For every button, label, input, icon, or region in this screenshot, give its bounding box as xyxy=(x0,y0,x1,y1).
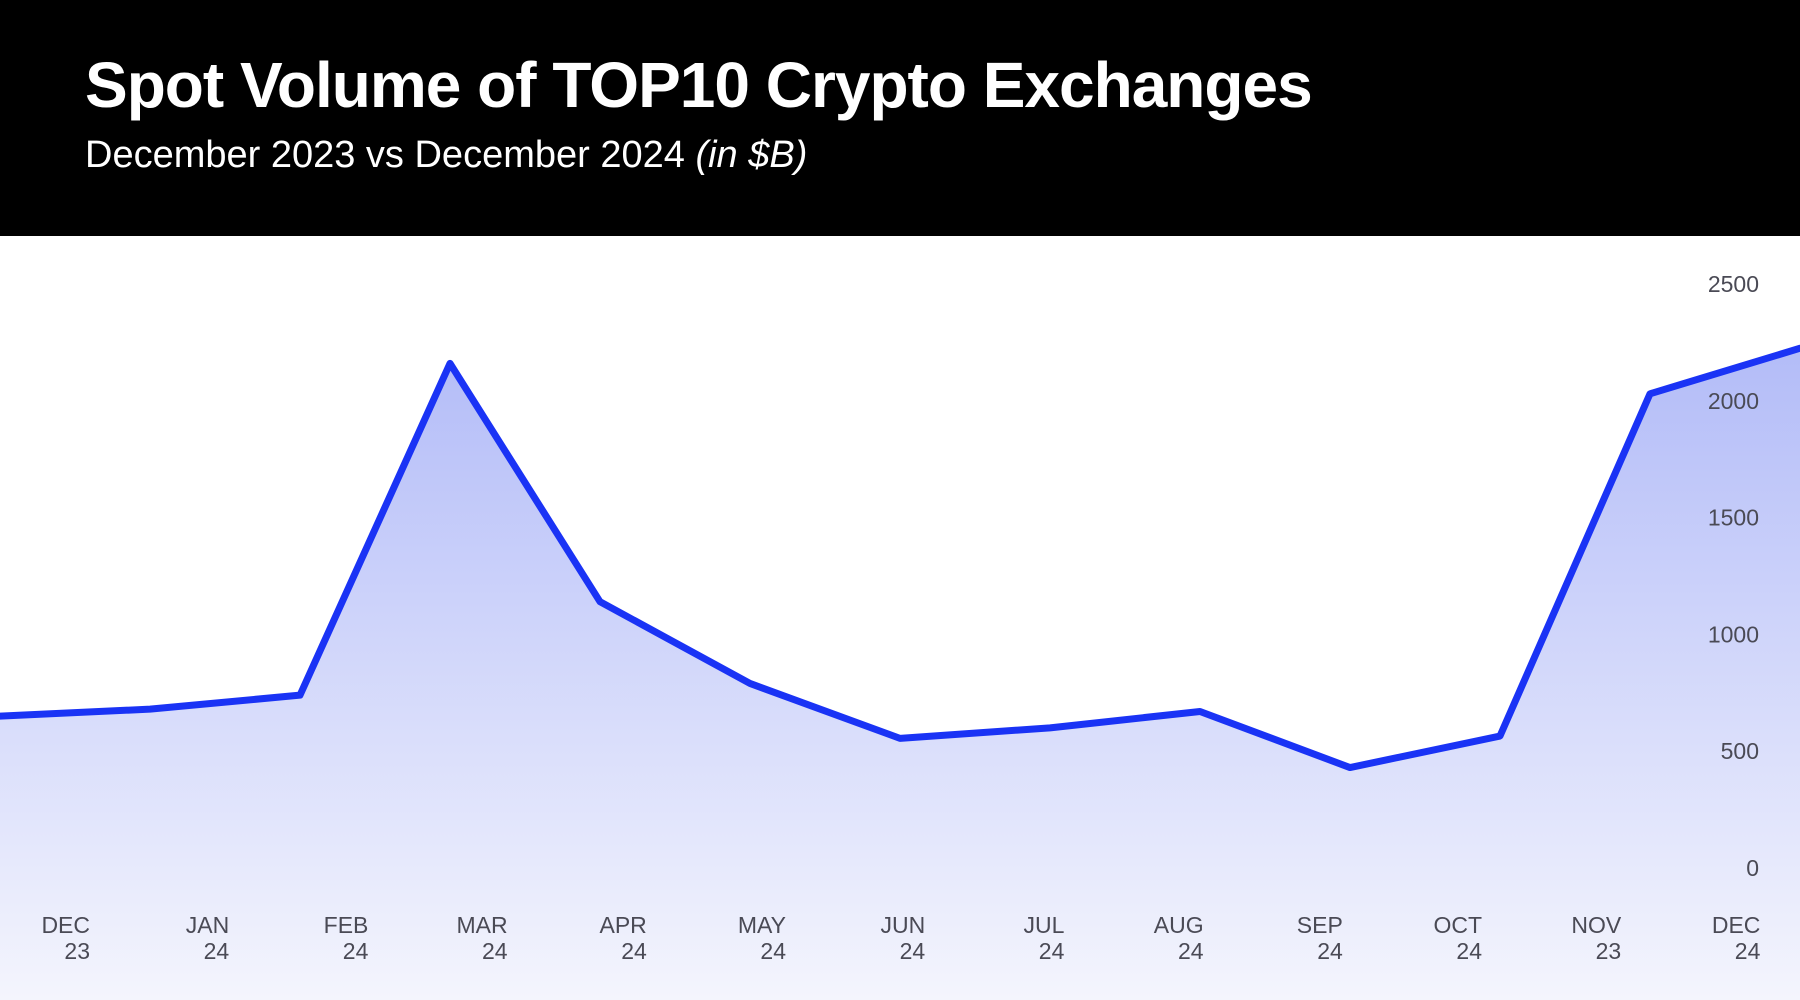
x-tick-label-month: DEC xyxy=(41,912,90,938)
x-tick-label-year: 24 xyxy=(760,938,786,964)
x-tick-label-month: DEC xyxy=(1712,912,1761,938)
x-tick-label-month: AUG xyxy=(1154,912,1204,938)
x-tick-label-year: 24 xyxy=(1178,938,1204,964)
x-tick-label-month: NOV xyxy=(1571,912,1622,938)
x-tick-label-year: 24 xyxy=(900,938,926,964)
x-tick-label-month: MAY xyxy=(738,912,786,938)
x-tick-label-year: 23 xyxy=(1596,938,1622,964)
x-tick-label-year: 24 xyxy=(1039,938,1065,964)
x-tick-label-month: APR xyxy=(600,912,647,938)
x-tick-label-year: 24 xyxy=(621,938,647,964)
x-tick-label-year: 24 xyxy=(1735,938,1761,964)
x-tick-label-month: JAN xyxy=(186,912,229,938)
y-tick-label: 2000 xyxy=(1708,388,1759,414)
x-tick-label-month: JUN xyxy=(880,912,925,938)
chart-title: Spot Volume of TOP10 Crypto Exchanges xyxy=(85,49,1313,121)
header-banner: Spot Volume of TOP10 Crypto Exchanges De… xyxy=(0,0,1800,236)
y-tick-label: 1500 xyxy=(1708,505,1759,531)
x-tick-label-year: 24 xyxy=(343,938,369,964)
subtitle-unit: (in $B) xyxy=(695,134,808,176)
x-tick-label-month: JUL xyxy=(1023,912,1064,938)
x-tick-label-year: 24 xyxy=(204,938,230,964)
x-tick-label-month: FEB xyxy=(324,912,369,938)
x-tick-label-year: 24 xyxy=(1317,938,1343,964)
x-tick-label-year: 24 xyxy=(482,938,508,964)
x-tick-label-month: OCT xyxy=(1433,912,1482,938)
x-tick-label-month: MAR xyxy=(456,912,507,938)
y-tick-label: 0 xyxy=(1746,855,1759,881)
subtitle-text: December 2023 vs December 2024 xyxy=(85,134,685,176)
chart-subtitle: December 2023 vs December 2024 (in $B) xyxy=(85,134,807,177)
y-tick-label: 500 xyxy=(1721,738,1759,764)
area-fill xyxy=(0,348,1800,1000)
x-tick-label-year: 23 xyxy=(64,938,90,964)
x-tick-label-month: SEP xyxy=(1297,912,1343,938)
x-tick-label-year: 24 xyxy=(1456,938,1482,964)
y-tick-label: 1000 xyxy=(1708,621,1759,647)
y-tick-label: 2500 xyxy=(1708,271,1759,297)
